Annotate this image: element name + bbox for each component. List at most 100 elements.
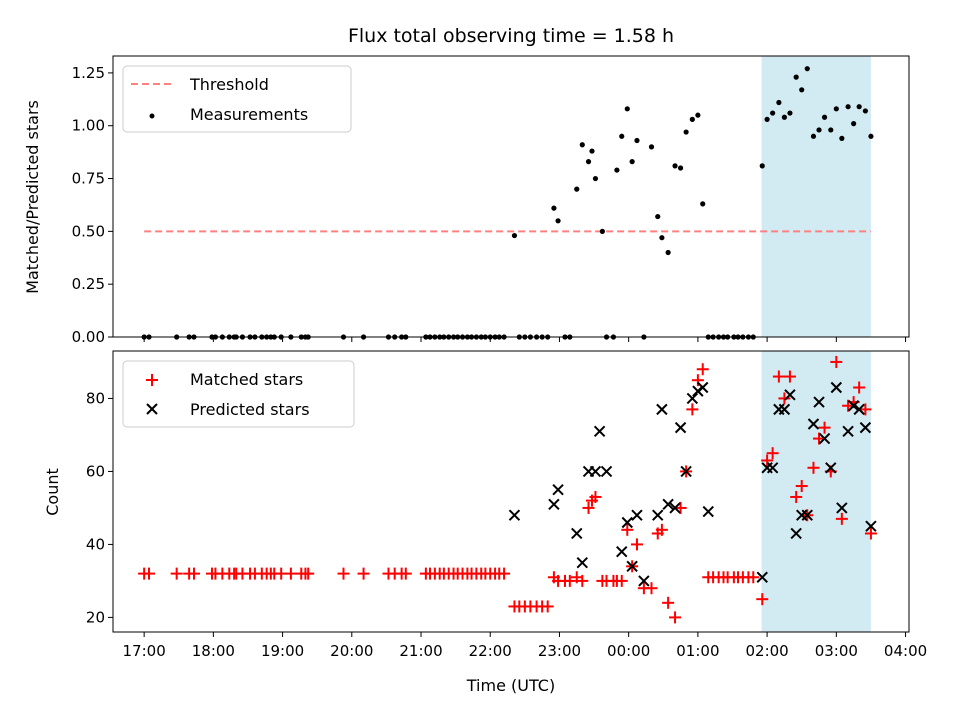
- matched-star-point: [399, 567, 412, 580]
- measurement-point: [851, 121, 857, 127]
- chart-title: Flux total observing time = 1.58 h: [348, 25, 674, 47]
- predicted-star-point: [631, 509, 643, 521]
- predicted-star-point: [686, 392, 699, 405]
- matched-star-point: [563, 574, 576, 587]
- xtick-label: 20:00: [330, 642, 373, 660]
- bottom-ytick-label: 80: [86, 389, 105, 407]
- top-ytick-label: 0.25: [72, 275, 105, 293]
- predicted-star-point: [674, 421, 687, 434]
- xtick-label: 02:00: [745, 642, 788, 660]
- measurement-point: [816, 127, 822, 133]
- predicted-star-point: [662, 498, 674, 510]
- matched-star-point: [835, 512, 848, 525]
- measurement-point: [759, 163, 765, 169]
- bottom-legend-box: [122, 360, 355, 428]
- measurement-point: [793, 74, 799, 80]
- matched-star-point: [766, 447, 779, 460]
- matched-star-point: [187, 567, 200, 580]
- measurement-point: [629, 159, 635, 165]
- matched-star-point: [696, 363, 709, 376]
- xtick-label: 03:00: [815, 642, 858, 660]
- matched-star-point: [615, 574, 628, 587]
- predicted-star-point: [589, 465, 602, 478]
- xtick-label: 18:00: [192, 642, 235, 660]
- bottom-panel: 20 40 60 80 17:00 18:00 19:00 20:00 21:00 22:00 2…: [43, 350, 927, 695]
- measurement-point: [589, 148, 595, 154]
- predicted-star-point: [836, 502, 848, 514]
- xtick-label: 00:00: [607, 642, 650, 660]
- top-legend-box: [122, 65, 352, 133]
- legend-predicted-marker: [146, 403, 158, 415]
- bottom-axes-frame: [112, 350, 910, 633]
- matched-star-point: [795, 480, 808, 493]
- measurement-point: [868, 133, 874, 139]
- predicted-star-point: [813, 396, 825, 408]
- predicted-star-point: [790, 527, 802, 540]
- matched-star-point: [772, 370, 785, 383]
- matched-star-point: [576, 574, 589, 587]
- predicted-star-point: [593, 425, 606, 437]
- measurement-point: [828, 127, 834, 133]
- matched-star-point: [691, 374, 704, 387]
- measurement-point: [862, 108, 868, 114]
- measurement-point: [614, 167, 620, 173]
- measurement-point: [659, 235, 665, 241]
- matched-star-point: [669, 611, 682, 624]
- measurement-point: [833, 106, 839, 112]
- measurement-point: [764, 116, 770, 122]
- bottom-ytick-label: 60: [86, 462, 105, 480]
- matched-star-point: [541, 600, 554, 613]
- matched-star-point: [778, 392, 791, 405]
- measurement-point: [781, 114, 788, 120]
- matched-star-point: [783, 370, 796, 383]
- predicted-star-point: [830, 381, 843, 394]
- predicted-star-point: [548, 498, 560, 510]
- top-ytick-label: 1.00: [72, 117, 105, 135]
- top-ytick-label: 1.25: [72, 64, 105, 82]
- measurement-point: [579, 142, 585, 148]
- matched-star-point: [813, 432, 826, 445]
- measurement-point: [845, 104, 851, 110]
- measurement-point: [619, 133, 625, 139]
- matched-star-point: [761, 454, 774, 467]
- predicted-star-point: [842, 425, 854, 437]
- xtick-label: 22:00: [469, 642, 512, 660]
- matched-star-point: [498, 567, 511, 580]
- predicted-star-point: [626, 560, 638, 573]
- measurement-point: [592, 175, 599, 182]
- xtick-label: 04:00: [884, 642, 927, 660]
- bottom-y-axis-label: Count: [43, 468, 62, 516]
- bottom-ytick-label: 20: [86, 608, 105, 626]
- measurement-point: [555, 218, 561, 224]
- x-axis-label: Time (UTC): [466, 676, 555, 695]
- predicted-star-point: [680, 465, 692, 478]
- measurement-point: [799, 87, 805, 93]
- predicted-star-point: [825, 462, 837, 474]
- legend-matched-label: Matched stars: [190, 370, 303, 389]
- matched-star-point: [807, 461, 820, 474]
- measurement-point: [655, 213, 661, 220]
- predicted-star-point: [766, 462, 779, 474]
- predicted-star-point: [576, 556, 589, 569]
- bottom-observing-span: [761, 351, 871, 632]
- predicted-star-point: [853, 403, 865, 416]
- top-ytick-label: 0.75: [72, 170, 105, 188]
- xtick-label: 17:00: [123, 642, 166, 660]
- xtick-label: 01:00: [676, 642, 719, 660]
- matched-star-point: [655, 523, 668, 536]
- matched-star-point: [645, 582, 658, 595]
- matched-star-point: [621, 523, 634, 536]
- matched-star-point: [284, 567, 297, 580]
- xtick-label: 19:00: [261, 642, 304, 660]
- matched-star-point: [589, 490, 602, 503]
- matched-star-point: [582, 501, 595, 514]
- xtick-label: 23:00: [538, 642, 581, 660]
- predicted-star-point: [571, 527, 583, 540]
- matched-star-point: [747, 571, 760, 584]
- matched-star-point: [337, 567, 350, 580]
- measurement-point: [551, 205, 557, 211]
- measurement-point: [624, 106, 630, 112]
- top-legend: Threshold Measurements: [122, 65, 352, 133]
- measurement-point: [856, 104, 862, 110]
